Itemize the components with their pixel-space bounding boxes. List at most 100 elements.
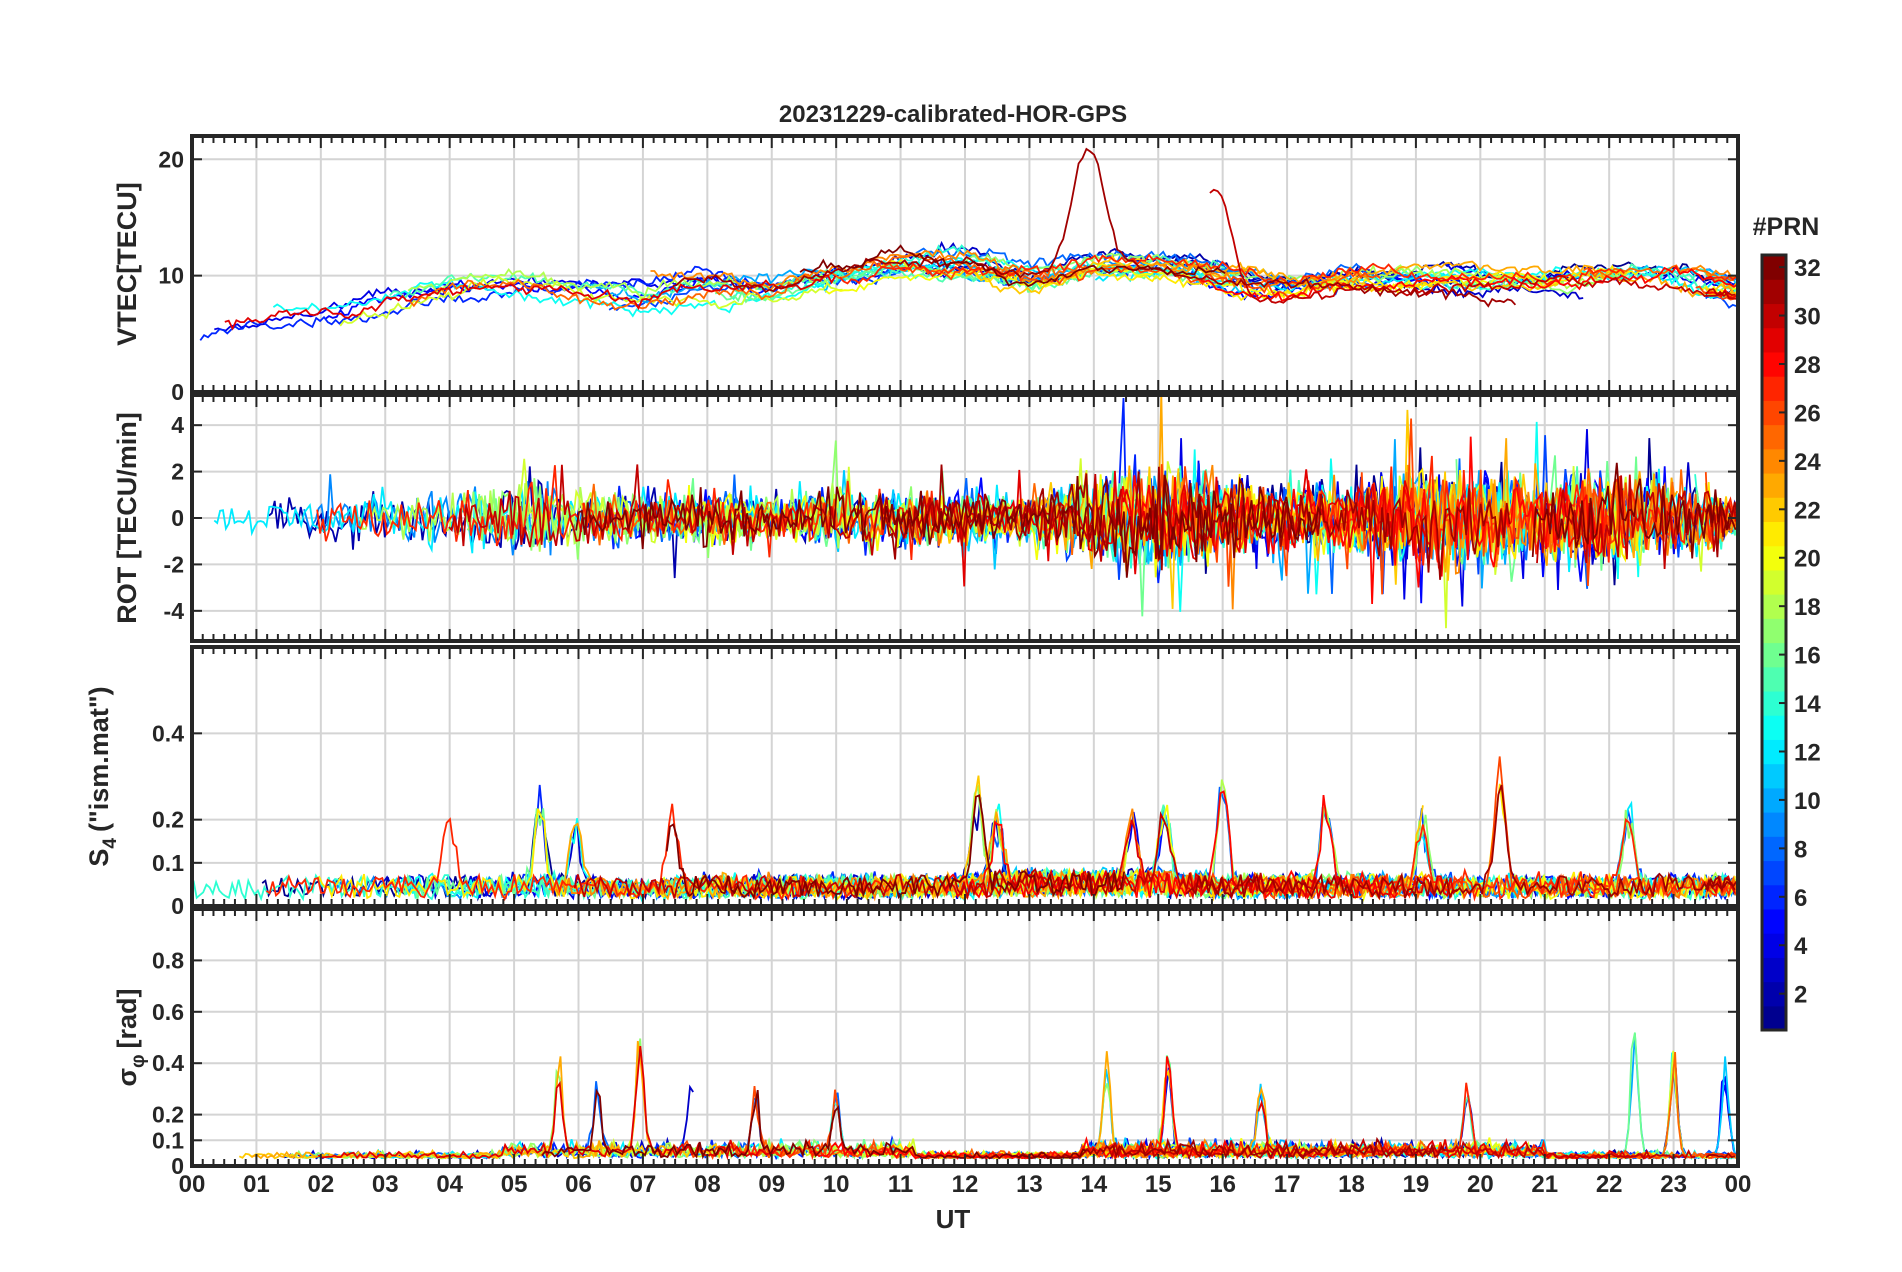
series-line-prn-12: [1094, 267, 1738, 296]
colorbar-tick-label: 24: [1794, 449, 1821, 476]
x-ticks: [191, 909, 1739, 1166]
series-group: [213, 395, 1738, 629]
series-line-prn-25: [1583, 264, 1735, 282]
x-tick-label: 22: [1596, 1171, 1623, 1198]
y-tick-label: 10: [158, 263, 184, 289]
series-line-prn-28: [1200, 265, 1738, 302]
series-line-prn-31: [883, 464, 1511, 580]
series-line-prn-32: [799, 244, 1226, 288]
y-tick-label: 0.8: [152, 947, 184, 973]
x-tick-label: 04: [436, 1171, 463, 1198]
colorbar-band: [1762, 376, 1786, 401]
y-axis-label: σφ [rad]: [112, 988, 149, 1086]
y-axis-label-rest: ("ism.mat"): [84, 686, 114, 832]
y-tick-labels: 0 0.1 0.2 0.4: [152, 720, 1738, 919]
colorbar-band: [1762, 908, 1786, 934]
x-tick-label: 16: [1209, 1171, 1236, 1198]
y-axis-label: S4 ("ism.mat"): [84, 686, 121, 866]
x-tick-label: 08: [694, 1171, 721, 1198]
series-line-prn-30: [1209, 188, 1736, 304]
colorbar-tick-label: 18: [1794, 594, 1821, 621]
colorbar-band: [1762, 472, 1786, 498]
series-line-prn-30: [1536, 474, 1738, 569]
series-line-prn-29: [950, 819, 1458, 900]
colorbar-tick-label: 20: [1794, 546, 1821, 573]
x-tick-label: 05: [501, 1171, 528, 1198]
x-tick-label: 09: [758, 1171, 785, 1198]
colorbar-band: [1762, 860, 1786, 886]
colorbar-tick-label: 12: [1794, 739, 1821, 766]
series-group: [199, 147, 1738, 341]
y-axis-label-sub: 4: [100, 838, 121, 849]
series-line-prn-21: [881, 258, 1640, 302]
y-tick-label: 0.4: [152, 720, 184, 746]
x-tick-label: 03: [372, 1171, 399, 1198]
y-tick-label: 0.2: [152, 1102, 184, 1128]
x-tick-label: 19: [1403, 1171, 1430, 1198]
x-tick-label: 01: [243, 1171, 270, 1198]
series-line-prn-25: [1329, 1052, 1737, 1160]
grid: [192, 909, 1738, 1166]
y-tick-label: 0: [171, 379, 184, 405]
series-group: [238, 1032, 1738, 1161]
series-line-prn-32: [541, 1088, 1087, 1160]
series-line-prn-32: [575, 474, 1322, 578]
colorbar-band: [1762, 812, 1786, 837]
colorbar-label: #PRN: [1753, 213, 1820, 241]
colorbar-frame: [1760, 253, 1788, 1032]
colorbar-band: [1762, 763, 1786, 789]
series-line-prn-29: [224, 274, 837, 331]
panel-VTEC: 0 10 20 VTEC[TECU]: [112, 134, 1740, 405]
series-line-prn-30: [448, 464, 1123, 562]
x-tick-label: 07: [630, 1171, 657, 1198]
y-tick-label: 0: [171, 505, 184, 531]
y-tick-label: -2: [164, 551, 184, 577]
colorbar-band: [1762, 424, 1786, 450]
x-tick-labels: 00 01 02 03 04 05 06 07 08 09 10 11 12 13 14 15 16 17 18 19…: [179, 1171, 1752, 1198]
x-tick-label: 13: [1016, 1171, 1043, 1198]
x-tick-label: 06: [565, 1171, 592, 1198]
x-tick-label: 17: [1274, 1171, 1301, 1198]
y-axis-label-sub: φ: [128, 1054, 149, 1068]
y-tick-labels: -4 -2 0 2 4: [164, 412, 1738, 624]
colorbar-tick-label: 4: [1794, 933, 1808, 960]
series-line-prn-27: [839, 253, 1625, 286]
series-group: [192, 756, 1738, 903]
y-tick-label: 20: [158, 146, 184, 172]
colorbar-band: [1762, 569, 1786, 595]
series-line-prn-32: [1531, 462, 1737, 559]
series-line-prn-30: [1705, 287, 1737, 300]
y-tick-label: 0.2: [152, 807, 184, 833]
x-tick-label: 11: [888, 1171, 913, 1198]
colorbar-tick-label: 6: [1794, 885, 1807, 912]
x-tick-label: 00: [1725, 1171, 1752, 1198]
colorbar-tick-label: 10: [1794, 788, 1821, 815]
panel-ROT: -4 -2 0 2 4 ROT [TECU/min]: [112, 393, 1740, 643]
colorbar-band: [1762, 327, 1786, 353]
y-axis-label-main: σ: [112, 1068, 142, 1086]
series-line-prn-32: [665, 794, 1126, 901]
y-tick-label: 0.4: [152, 1050, 184, 1076]
series-line-prn-31: [1185, 784, 1738, 900]
series-line-prn-28: [1705, 288, 1738, 299]
series-line-prn-19: [339, 275, 843, 327]
panel-sigma_phi: 00.10.2 0.4 0.6 0.8 σφ [rad]: [112, 907, 1740, 1179]
colorbar-tick-label: 16: [1794, 643, 1821, 670]
y-axis-label: ROT [TECU/min]: [112, 412, 142, 623]
y-tick-label: 0: [171, 893, 184, 919]
colorbar-tick-label: 2: [1794, 982, 1807, 1009]
x-tick-label: 15: [1145, 1171, 1172, 1198]
colorbar-tick-label: 28: [1794, 352, 1821, 379]
colorbar-tick-label: 30: [1794, 304, 1821, 331]
colorbar-tick-label: 8: [1794, 836, 1807, 863]
colorbar-tick-label: 32: [1794, 255, 1821, 282]
series-line-prn-28: [942, 790, 1399, 901]
y-tick-label: 2: [171, 459, 184, 485]
series-line-prn-31: [1704, 498, 1738, 558]
y-tick-label: 0.1: [152, 850, 184, 876]
y-tick-label: 0.1: [152, 1127, 184, 1153]
series-line-prn-31: [1015, 1136, 1446, 1160]
y-tick-label: -4: [164, 598, 185, 624]
